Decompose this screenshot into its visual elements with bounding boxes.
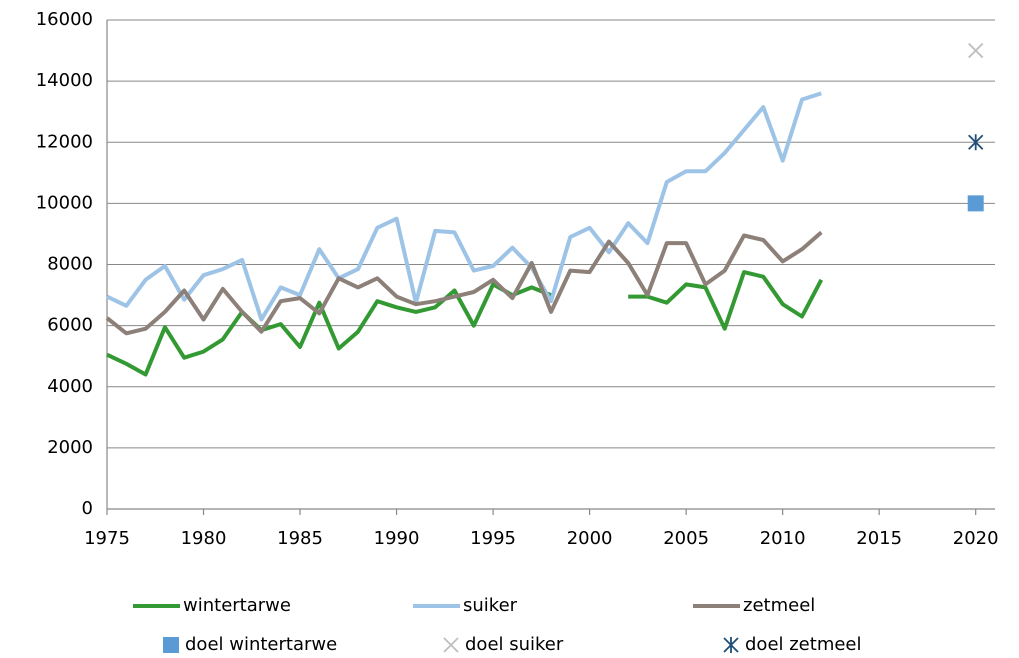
x-tick-label: 1975	[84, 528, 130, 549]
marker-square	[163, 637, 179, 653]
x-tick-label: 1995	[470, 528, 516, 549]
legend-label: doel suiker	[465, 634, 564, 655]
marker-shape	[163, 637, 179, 653]
series-line	[106, 91, 822, 322]
y-tick-label: 6000	[47, 315, 93, 336]
marker-shape	[968, 134, 984, 151]
marker-shape	[968, 42, 984, 59]
y-tick-label: 12000	[36, 131, 93, 152]
y-tick-label: 10000	[36, 192, 93, 213]
x-tick-label: 2010	[760, 528, 806, 549]
legend-label: zetmeel	[743, 595, 815, 616]
y-tick-label: 16000	[36, 9, 93, 30]
marker-asterisk	[968, 134, 984, 151]
marker-shape	[723, 637, 739, 653]
series-line	[106, 270, 824, 377]
marker-shape	[443, 637, 459, 653]
marker-asterisk	[723, 637, 739, 653]
legend-label: suiker	[463, 595, 518, 616]
marker-x	[443, 637, 459, 653]
x-tick-label: 2005	[663, 528, 709, 549]
legend-label: doel wintertarwe	[185, 634, 337, 655]
series-line	[105, 230, 823, 336]
marker-x	[968, 42, 984, 59]
y-tick-label: 2000	[47, 437, 93, 458]
x-tick-label: 1980	[181, 528, 227, 549]
x-tick-label: 2000	[567, 528, 613, 549]
y-tick-label: 0	[82, 498, 93, 519]
marker-shape	[967, 195, 984, 212]
x-tick-label: 1990	[374, 528, 420, 549]
marker-square	[967, 195, 984, 212]
x-tick-label: 2015	[856, 528, 902, 549]
x-tick-label: 1985	[277, 528, 323, 549]
y-tick-label: 14000	[36, 70, 93, 91]
y-tick-label: 4000	[47, 376, 93, 397]
legend-label: doel zetmeel	[745, 634, 862, 655]
x-tick-label: 2020	[953, 528, 999, 549]
legend-label: wintertarwe	[183, 595, 291, 616]
y-tick-label: 8000	[47, 254, 93, 275]
